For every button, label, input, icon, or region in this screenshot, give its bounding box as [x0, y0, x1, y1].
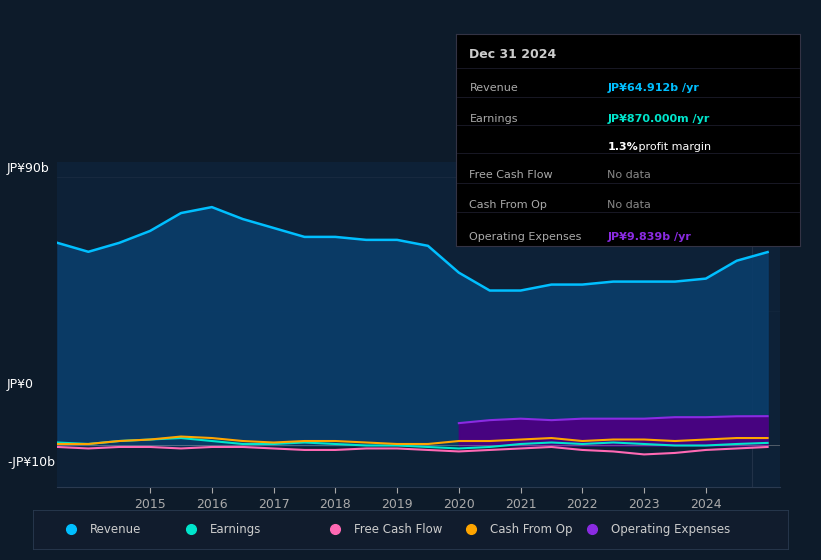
Text: -JP¥10b: -JP¥10b [7, 456, 55, 469]
Text: No data: No data [608, 170, 651, 180]
Text: JP¥90b: JP¥90b [7, 162, 49, 175]
Text: JP¥64.912b /yr: JP¥64.912b /yr [608, 82, 699, 92]
Text: Earnings: Earnings [470, 114, 518, 124]
Text: Cash From Op: Cash From Op [490, 522, 572, 536]
Text: Cash From Op: Cash From Op [470, 199, 548, 209]
Text: JP¥9.839b /yr: JP¥9.839b /yr [608, 231, 691, 241]
Text: JP¥0: JP¥0 [7, 379, 34, 391]
Text: No data: No data [608, 199, 651, 209]
Text: Free Cash Flow: Free Cash Flow [354, 522, 443, 536]
Text: Free Cash Flow: Free Cash Flow [470, 170, 553, 180]
Text: Dec 31 2024: Dec 31 2024 [470, 49, 557, 62]
Text: 1.3%: 1.3% [608, 142, 638, 152]
Text: Revenue: Revenue [89, 522, 141, 536]
Text: Revenue: Revenue [470, 82, 518, 92]
Text: JP¥870.000m /yr: JP¥870.000m /yr [608, 114, 709, 124]
Text: Operating Expenses: Operating Expenses [611, 522, 730, 536]
Text: Earnings: Earnings [210, 522, 262, 536]
Text: Operating Expenses: Operating Expenses [470, 231, 582, 241]
Text: profit margin: profit margin [635, 142, 711, 152]
